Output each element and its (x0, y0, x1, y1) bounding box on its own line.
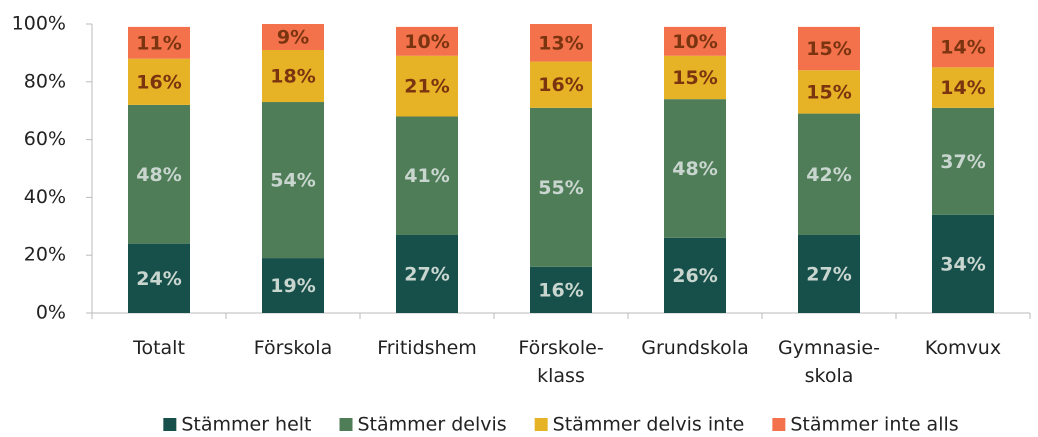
legend-swatch (772, 418, 786, 431)
x-tick-label: Förskola (253, 337, 333, 359)
data-label: 21% (404, 76, 449, 98)
x-tick-label: Grundskola (641, 337, 749, 359)
bar-segment (530, 266, 592, 313)
x-tick-label: Totalt (133, 337, 185, 359)
bar-segment (664, 237, 726, 313)
legend-swatch (534, 418, 548, 431)
data-label: 16% (136, 71, 181, 93)
data-label: 13% (538, 32, 583, 54)
bar-segment (262, 50, 324, 103)
data-label: 27% (404, 263, 449, 285)
data-label: 18% (270, 66, 315, 88)
bar-segment (530, 24, 592, 62)
legend-swatch (163, 418, 177, 431)
bar-segment (664, 55, 726, 100)
bar-segment (396, 116, 458, 235)
y-tick-label: 60% (24, 128, 66, 150)
data-label: 37% (940, 151, 985, 173)
x-tick-label: Förskole- klass (518, 337, 604, 387)
y-tick-label: 40% (24, 186, 66, 208)
legend-label: Stämmer delvis (358, 414, 507, 436)
data-label: 14% (940, 37, 985, 59)
data-label: 10% (404, 31, 449, 53)
data-label: 34% (940, 253, 985, 275)
bar-segment (798, 70, 860, 114)
data-label: 9% (277, 27, 309, 49)
x-tick-label: Gymnasie- skola (778, 337, 880, 387)
bar-segment (396, 234, 458, 313)
bar-segment (530, 107, 592, 267)
data-label: 41% (404, 165, 449, 187)
data-label: 24% (136, 268, 181, 290)
bar-segment (932, 214, 994, 313)
data-label: 16% (538, 279, 583, 301)
bar-segment (664, 99, 726, 238)
data-label: 19% (270, 275, 315, 297)
y-tick-label: 80% (24, 70, 66, 92)
y-tick-label: 20% (24, 244, 66, 266)
bar-segment (128, 104, 190, 244)
bar-segment (932, 107, 994, 215)
data-label: 54% (270, 170, 315, 192)
data-label: 27% (806, 263, 851, 285)
data-label: 42% (806, 164, 851, 186)
data-label: 15% (672, 67, 717, 89)
y-tick-label: 100% (12, 13, 66, 35)
data-label: 15% (806, 81, 851, 103)
data-label: 26% (672, 265, 717, 287)
y-tick-label: 0% (36, 302, 66, 324)
bar-segment (128, 26, 190, 59)
data-label: 48% (136, 164, 181, 186)
data-label: 11% (136, 32, 181, 54)
bar-segment (664, 26, 726, 56)
bar-segment (530, 61, 592, 108)
data-label: 14% (940, 77, 985, 99)
bar-segment (396, 26, 458, 56)
bar-segment (262, 258, 324, 313)
data-label: 10% (672, 31, 717, 53)
legend-label: Stämmer delvis inte (553, 414, 745, 436)
legend-label: Stämmer helt (181, 414, 311, 436)
bar-segment (798, 26, 860, 71)
data-label: 15% (806, 38, 851, 60)
legend-label: Stämmer inte alls (790, 414, 958, 436)
legend-swatch (339, 418, 353, 431)
data-label: 16% (538, 74, 583, 96)
bar-segment (128, 243, 190, 313)
x-tick-label: Komvux (924, 337, 1002, 359)
bar-segment (798, 234, 860, 313)
bar-segment (262, 24, 324, 51)
bar-segment (396, 55, 458, 117)
bar-segment (798, 113, 860, 235)
bar-segment (262, 102, 324, 259)
data-label: 55% (538, 177, 583, 199)
bar-segment (128, 58, 190, 105)
x-tick-label: Fritidshem (377, 337, 477, 359)
bar-segment (932, 67, 994, 108)
bar-segment (932, 26, 994, 68)
data-label: 48% (672, 158, 717, 180)
